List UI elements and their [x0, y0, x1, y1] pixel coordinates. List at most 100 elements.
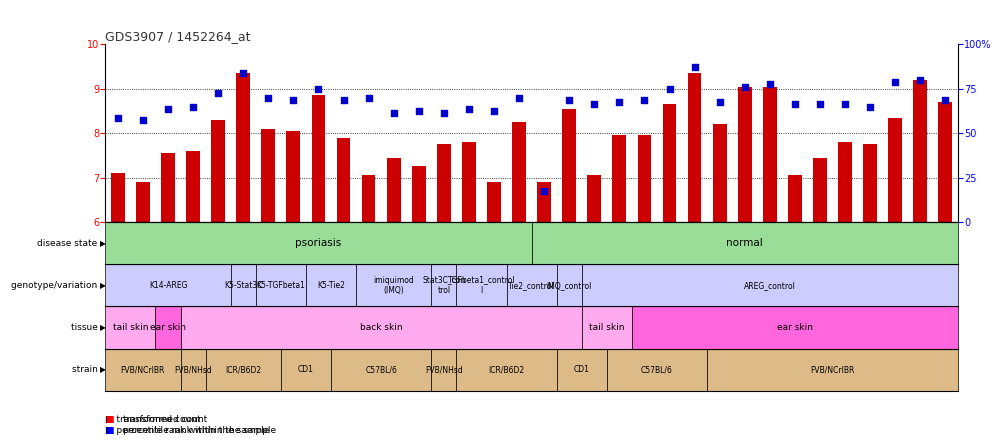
- Bar: [562, 109, 575, 222]
- Text: K5-TGFbeta1: K5-TGFbeta1: [257, 281, 305, 290]
- Bar: [312, 95, 325, 222]
- Point: [361, 94, 377, 101]
- Text: FVB/NCrIBR: FVB/NCrIBR: [810, 365, 854, 374]
- Point: [611, 99, 627, 106]
- Point: [862, 103, 878, 110]
- Bar: [662, 104, 675, 222]
- Text: transformed count: transformed count: [123, 415, 207, 424]
- Point: [887, 79, 903, 86]
- Bar: [337, 138, 350, 222]
- Bar: [581, 264, 957, 306]
- Point: [837, 101, 853, 108]
- Bar: [888, 118, 901, 222]
- Text: ▶: ▶: [100, 323, 106, 332]
- Bar: [105, 222, 531, 264]
- Point: [411, 107, 427, 115]
- Text: FVB/NHsd: FVB/NHsd: [174, 365, 211, 374]
- Text: ▶: ▶: [100, 281, 106, 290]
- Text: ■: ■: [105, 415, 113, 424]
- Text: ▶: ▶: [100, 238, 106, 248]
- Point: [636, 96, 652, 103]
- Point: [386, 110, 402, 117]
- Point: [736, 83, 753, 90]
- Bar: [105, 306, 155, 349]
- Bar: [838, 142, 851, 222]
- Bar: [863, 144, 876, 222]
- Bar: [456, 349, 556, 391]
- Text: AREG_control: AREG_control: [743, 281, 795, 290]
- Bar: [612, 135, 625, 222]
- Text: tail skin: tail skin: [112, 323, 148, 332]
- Bar: [331, 349, 431, 391]
- Bar: [456, 264, 506, 306]
- Point: [511, 94, 527, 101]
- Point: [110, 114, 126, 121]
- Text: percentile rank within the sample: percentile rank within the sample: [123, 426, 277, 435]
- Bar: [706, 349, 957, 391]
- Bar: [487, 182, 500, 222]
- Text: GDS3907 / 1452264_at: GDS3907 / 1452264_at: [105, 30, 250, 43]
- Bar: [287, 131, 300, 222]
- Bar: [556, 349, 606, 391]
- Bar: [136, 182, 149, 222]
- Bar: [161, 153, 174, 222]
- Bar: [180, 306, 581, 349]
- Text: ■: ■: [105, 426, 113, 435]
- Point: [461, 105, 477, 112]
- Point: [235, 70, 252, 77]
- Point: [586, 101, 602, 108]
- Bar: [387, 158, 400, 222]
- Text: ICR/B6D2: ICR/B6D2: [488, 365, 524, 374]
- Bar: [813, 158, 826, 222]
- Point: [561, 96, 577, 103]
- Text: psoriasis: psoriasis: [295, 238, 342, 248]
- Bar: [205, 349, 281, 391]
- Text: TGFbeta1_control
l: TGFbeta1_control l: [447, 276, 515, 295]
- Text: ICR/B6D2: ICR/B6D2: [224, 365, 262, 374]
- Point: [661, 85, 677, 92]
- Bar: [211, 120, 224, 222]
- Point: [686, 63, 702, 70]
- Bar: [356, 264, 431, 306]
- Text: ■ transformed count: ■ transformed count: [105, 415, 200, 424]
- Bar: [256, 264, 306, 306]
- Bar: [431, 349, 456, 391]
- Bar: [581, 306, 631, 349]
- Point: [286, 96, 302, 103]
- Point: [160, 105, 176, 112]
- Bar: [281, 349, 331, 391]
- Point: [184, 103, 200, 110]
- Text: Tie2_control: Tie2_control: [508, 281, 554, 290]
- Text: IMQ_control: IMQ_control: [546, 281, 591, 290]
- Text: ear skin: ear skin: [150, 323, 185, 332]
- Text: ▶: ▶: [100, 365, 106, 374]
- Bar: [737, 87, 750, 222]
- Text: genotype/variation: genotype/variation: [11, 281, 100, 290]
- Text: ■ percentile rank within the sample: ■ percentile rank within the sample: [105, 426, 270, 435]
- Text: ear skin: ear skin: [777, 323, 812, 332]
- Bar: [637, 135, 650, 222]
- Text: back skin: back skin: [360, 323, 402, 332]
- Point: [787, 101, 803, 108]
- Bar: [431, 264, 456, 306]
- Point: [311, 85, 327, 92]
- Point: [486, 107, 502, 115]
- Bar: [236, 73, 249, 222]
- Text: C57BL/6: C57BL/6: [365, 365, 397, 374]
- Bar: [111, 173, 124, 222]
- Bar: [186, 151, 199, 222]
- Bar: [763, 87, 776, 222]
- Text: tail skin: tail skin: [588, 323, 624, 332]
- Bar: [938, 102, 951, 222]
- Bar: [306, 264, 356, 306]
- Text: K5-Stat3C: K5-Stat3C: [223, 281, 263, 290]
- Point: [336, 96, 352, 103]
- Text: imiquimod
(IMQ): imiquimod (IMQ): [373, 276, 414, 295]
- Bar: [105, 264, 230, 306]
- Text: CD1: CD1: [573, 365, 589, 374]
- Text: FVB/NCrIBR: FVB/NCrIBR: [120, 365, 165, 374]
- Bar: [556, 264, 581, 306]
- Bar: [913, 80, 926, 222]
- Text: tissue: tissue: [70, 323, 100, 332]
- Text: FVB/NHsd: FVB/NHsd: [425, 365, 462, 374]
